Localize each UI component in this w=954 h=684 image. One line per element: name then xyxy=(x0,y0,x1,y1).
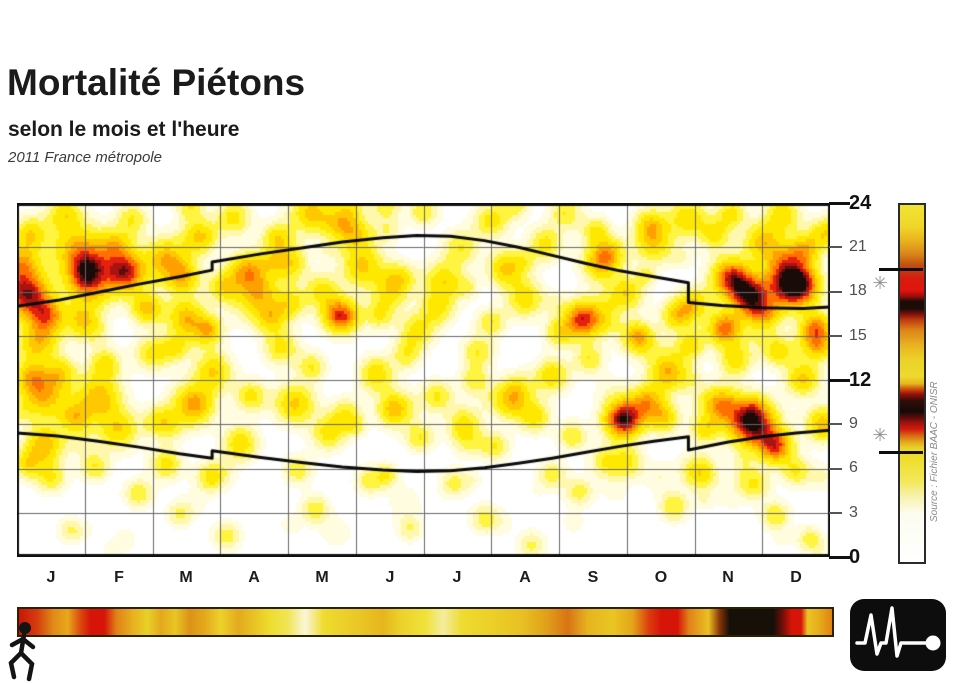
pedestrian-icon xyxy=(8,622,36,682)
hour-axis-label: 9 xyxy=(849,415,858,432)
asterisk-marker-icon: ✳ xyxy=(872,273,888,293)
month-axis-label: M xyxy=(315,569,329,586)
hour-tick-6 xyxy=(829,468,842,470)
hour-tick-21 xyxy=(829,246,842,248)
hour-tick-12 xyxy=(829,379,850,382)
hour-axis-label: 15 xyxy=(849,327,867,344)
month-axis-label: J xyxy=(385,569,395,586)
month-axis-label: D xyxy=(790,569,802,586)
hour-axis-label: 0 xyxy=(849,546,861,568)
ecg-flatline-icon xyxy=(850,599,946,671)
asterisk-marker-icon: ✳ xyxy=(872,425,888,445)
strip-tick-morning xyxy=(879,451,923,454)
page-caption: 2011 France métropole xyxy=(8,149,162,166)
month-axis-label: J xyxy=(452,569,462,586)
hour-axis-label: 3 xyxy=(849,504,858,521)
hour-density-strip xyxy=(898,203,926,564)
hour-axis-label: 18 xyxy=(849,282,867,299)
month-axis-label: A xyxy=(248,569,260,586)
hour-tick-0 xyxy=(829,556,850,559)
hour-axis-label: 24 xyxy=(849,192,872,214)
month-axis-label: N xyxy=(722,569,734,586)
page-title: Mortalité Piétons xyxy=(7,62,306,103)
page-subtitle: selon le mois et l'heure xyxy=(8,118,240,141)
month-axis-label: S xyxy=(587,569,599,586)
month-axis-label: O xyxy=(654,569,668,586)
hour-tick-24 xyxy=(829,202,850,205)
source-credit: Source : Fichier BAAC - ONISR xyxy=(929,381,940,522)
hour-axis-label: 21 xyxy=(849,238,867,255)
hour-axis-label: 6 xyxy=(849,459,858,476)
hour-tick-3 xyxy=(829,512,842,514)
month-density-strip xyxy=(17,607,834,637)
month-axis-label: M xyxy=(179,569,193,586)
hour-tick-18 xyxy=(829,291,842,293)
hour-tick-9 xyxy=(829,423,842,425)
hour-tick-15 xyxy=(829,335,842,337)
month-axis-label: F xyxy=(114,569,124,586)
hour-axis-label: 12 xyxy=(849,369,872,391)
mortality-heatmap-canvas xyxy=(17,203,830,557)
month-axis-label: A xyxy=(519,569,531,586)
month-axis-label: J xyxy=(46,569,56,586)
strip-tick-evening xyxy=(879,268,923,271)
